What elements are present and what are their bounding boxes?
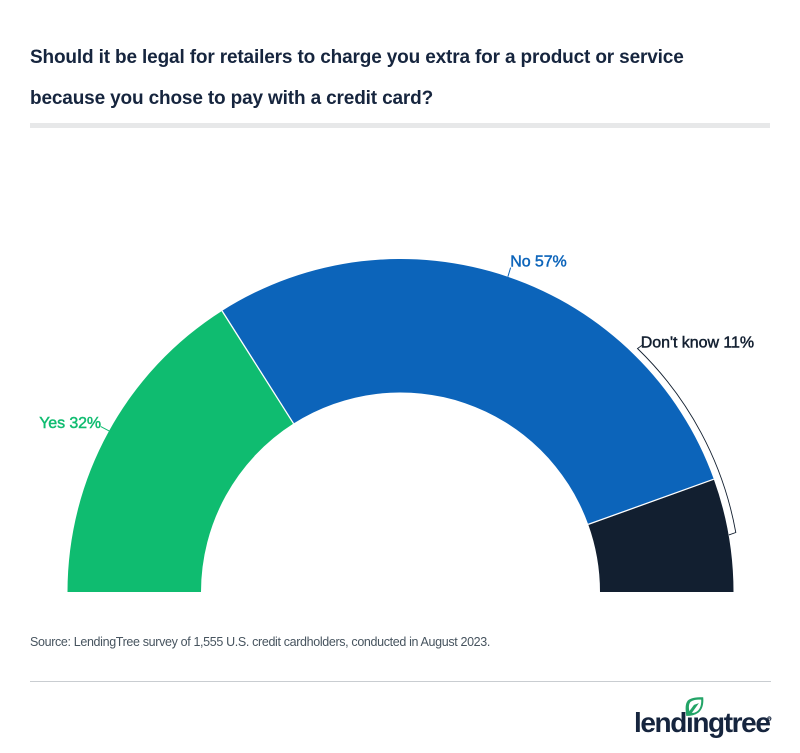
svg-text:Yes 32%: Yes 32% <box>39 415 101 432</box>
svg-text:R: R <box>768 716 772 721</box>
svg-text:lendingtree: lendingtree <box>634 707 770 738</box>
svg-text:Don't know 11%: Don't know 11% <box>641 334 754 351</box>
svg-text:No 57%: No 57% <box>510 254 566 271</box>
